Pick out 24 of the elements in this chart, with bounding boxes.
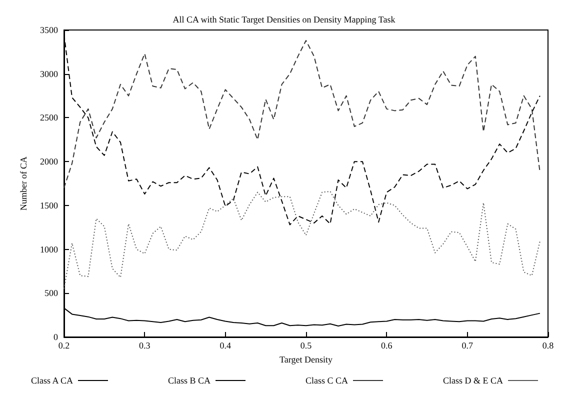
legend-label: Class A CA: [30, 376, 74, 386]
y-tick-label: 3000: [40, 68, 58, 79]
legend-label: Class C CA: [305, 376, 348, 386]
x-tick-label: 0.6: [381, 340, 393, 350]
y-tick-label: 0: [54, 332, 58, 342]
x-tick-label: 0.2: [58, 340, 70, 350]
y-axis-title: Number of CA: [18, 156, 28, 210]
legend-label: Class D & E CA: [442, 376, 504, 386]
x-tick-label: 0.3: [139, 340, 151, 350]
x-tick-label: 0.4: [220, 340, 232, 350]
x-axis-title: Target Density: [280, 354, 333, 364]
y-tick-label: 3500: [40, 25, 58, 35]
x-tick-label: 0.8: [542, 340, 554, 350]
y-tick-label: 500: [44, 288, 58, 298]
line-series: [64, 40, 540, 188]
y-tick-label: 2500: [40, 112, 58, 123]
y-tick-label: 1000: [40, 244, 58, 254]
x-tick-label: 0.5: [300, 340, 312, 350]
legend-label: Class B CA: [168, 376, 211, 386]
y-tick-label: 2000: [40, 156, 58, 167]
y-tick-label: 1500: [40, 200, 58, 210]
line-series: [64, 190, 540, 290]
x-tick-label: 0.7: [462, 340, 474, 350]
chart-title: All CA with Static Target Densities on Density Mapping Task: [172, 14, 396, 24]
